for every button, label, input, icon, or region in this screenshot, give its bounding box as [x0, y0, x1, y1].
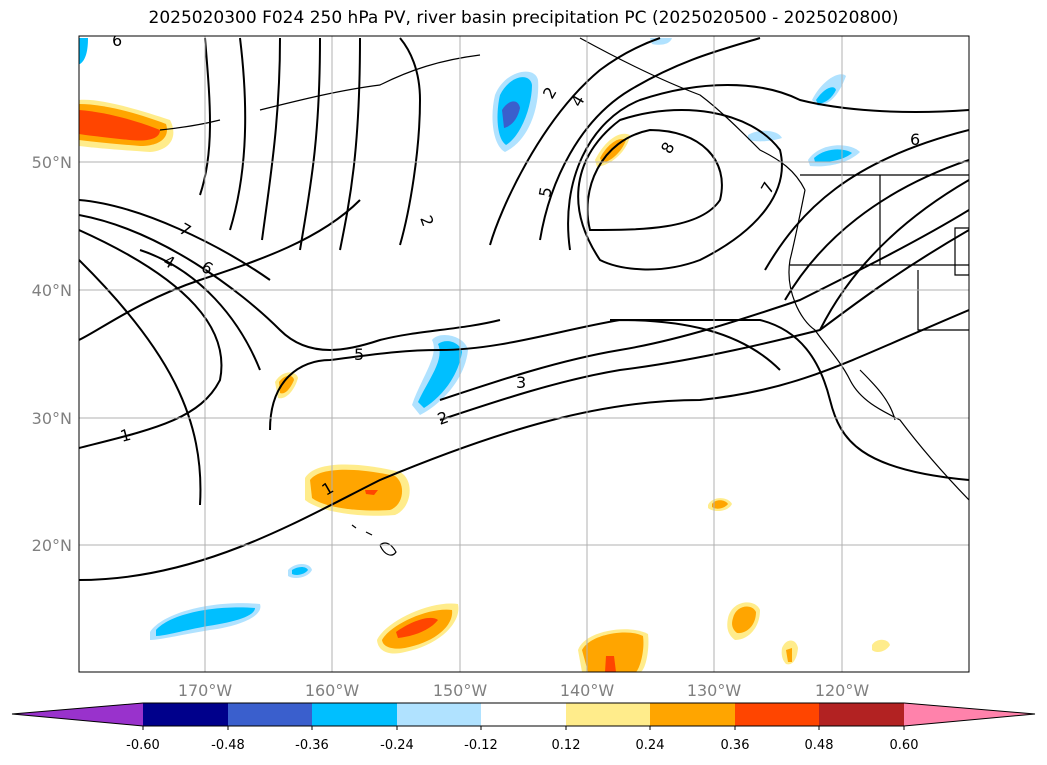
- map-title: 2025020300 F024 250 hPa PV, river basin …: [148, 8, 899, 28]
- colorbar-segment-5: [481, 703, 566, 726]
- lat-label-40n: 40°N: [32, 281, 72, 300]
- colorbar-label-048: 0.48: [805, 738, 834, 753]
- colorbar-segment-3: [312, 703, 397, 726]
- gridlines: [79, 36, 969, 672]
- colorbar-label-neg048: -0.48: [211, 738, 245, 753]
- contour-label-3: 3: [516, 373, 526, 392]
- lon-label-130w: 130°W: [687, 681, 742, 700]
- contour-label-5-center: 5: [354, 345, 364, 364]
- colorbar-segment-7: [650, 703, 735, 726]
- lon-label-160w: 160°W: [305, 681, 360, 700]
- colorbar-segment-min-extend: [12, 703, 143, 726]
- colorbar-segment-max-extend: [904, 703, 1035, 726]
- colorbar-label-neg012: -0.12: [464, 738, 498, 753]
- lon-label-120w: 120°W: [815, 681, 870, 700]
- lat-axis: 50°N 40°N 30°N 20°N: [32, 153, 72, 555]
- colorbar-label-036: 0.36: [721, 738, 750, 753]
- colorbar-segment-9: [819, 703, 904, 726]
- contour-label-6-ne: 6: [910, 130, 920, 149]
- contour-label-6-nw: 6: [112, 31, 122, 50]
- lon-label-170w: 170°W: [178, 681, 233, 700]
- map-area: [79, 36, 969, 672]
- colorbar-segment-4: [397, 703, 481, 726]
- pv-contours: [79, 37, 969, 581]
- colorbar-label-060: 0.60: [890, 738, 919, 753]
- contour-label-1-west: 1: [118, 425, 133, 446]
- colorbar-ticks: [142, 726, 905, 730]
- colorbar-label-012: 0.12: [552, 738, 581, 753]
- colorbar-label-neg036: -0.36: [295, 738, 329, 753]
- colorbar-label-neg024: -0.24: [380, 738, 414, 753]
- contour-label-5-ne: 5: [535, 185, 555, 198]
- colorbar-segment-2: [228, 703, 312, 726]
- lon-axis: 170°W 160°W 150°W 140°W 130°W 120°W: [178, 681, 870, 700]
- lat-label-50n: 50°N: [32, 153, 72, 172]
- colorbar-label-neg060: -0.60: [126, 738, 160, 753]
- lon-label-140w: 140°W: [560, 681, 615, 700]
- colorbar: -0.60 -0.48 -0.36 -0.24 -0.12 0.12 0.24 …: [11, 702, 1036, 753]
- lat-label-30n: 30°N: [32, 409, 72, 428]
- colorbar-segment-8: [735, 703, 819, 726]
- lat-label-20n: 20°N: [32, 536, 72, 555]
- colorbar-segment-1: [143, 703, 228, 726]
- lon-label-150w: 150°W: [433, 681, 488, 700]
- colorbar-segment-6: [566, 703, 650, 726]
- colorbar-label-024: 0.24: [636, 738, 665, 753]
- map-border: [78, 35, 970, 673]
